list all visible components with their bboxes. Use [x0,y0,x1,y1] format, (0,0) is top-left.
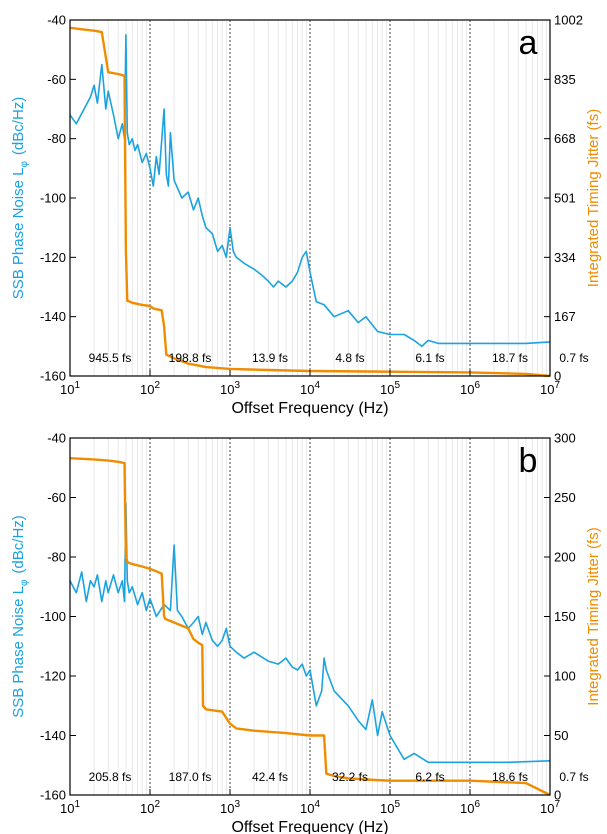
x-tick-label: 101 [60,799,80,816]
y-right-tick-label: 668 [554,131,576,146]
y-left-tick-label: -160 [40,788,66,803]
decade-jitter-label: 0.7 fs [559,351,588,365]
y-right-tick-label: 200 [554,550,576,565]
timing-jitter-line [69,26,551,378]
y-right-tick-label: 334 [554,250,576,265]
panel-a: 101 102 103 104 105 106 107 -160 -140 -120 -100 -80… [10,13,602,418]
x-tick-label: 103 [220,380,240,397]
panel-b: 101 102 103 104 105 106 107 -160 -140 -120 -100 -80… [10,431,602,834]
x-axis-label: Offset Frequency (Hz) [231,819,388,834]
y-left-tick-label: -160 [40,369,66,384]
decade-jitter-label: 0.7 fs [559,770,588,784]
y-right-tick-label: 300 [554,431,576,446]
panel-label: b [519,442,538,480]
decade-jitter-label: 205.8 fs [89,770,132,784]
minor-grid [93,20,547,376]
decade-jitter-label: 4.8 fs [335,351,364,365]
y-right-tick-label: 100 [554,669,576,684]
y-left-tick-label: -80 [47,131,66,146]
y-left-tick-label: -100 [40,191,66,206]
decade-jitter-label: 187.0 fs [169,770,212,784]
phase-noise-line [69,502,551,764]
x-tick-label: 107 [540,799,560,816]
y-right-axis-label: Integrated Timing Jitter (fs) [585,527,602,705]
y-right-tick-label: 501 [554,191,576,206]
decade-jitter-label: 13.9 fs [252,351,288,365]
y-right-axis-label: Integrated Timing Jitter (fs) [585,109,602,287]
y-right-tick-label: 0 [554,369,561,384]
y-right-tick-label: 0 [554,788,561,803]
x-tick-label: 105 [380,799,400,816]
y-left-tick-label: -80 [47,550,66,565]
x-axis-label: Offset Frequency (Hz) [231,400,388,417]
x-tick-label: 107 [540,380,560,397]
y-left-tick-label: -120 [40,250,66,265]
decade-jitter-label: 18.6 fs [492,770,528,784]
y-left-tick-label: -60 [47,72,66,87]
y-left-tick-label: -140 [40,728,66,743]
x-tick-label: 102 [140,799,160,816]
x-tick-label: 101 [60,380,80,397]
decade-jitter-label: 32.2 fs [332,770,368,784]
y-left-axis-label: SSB Phase Noise Lφ(dBc/Hz) [10,97,30,300]
x-tick-label: 106 [460,380,480,397]
panel-label: a [519,24,538,62]
x-tick-label: 102 [140,380,160,397]
x-tick-label: 103 [220,799,240,816]
decade-jitter-label: 198.8 fs [169,351,212,365]
y-right-tick-label: 1002 [554,13,583,28]
y-right-tick-label: 250 [554,490,576,505]
decade-jitter-label: 42.4 fs [252,770,288,784]
y-left-tick-label: -40 [47,13,66,28]
y-right-tick-label: 835 [554,72,576,87]
y-left-tick-label: -120 [40,669,66,684]
y-left-axis-label: SSB Phase Noise Lφ(dBc/Hz) [10,515,30,718]
x-tick-label: 104 [300,380,320,397]
decade-jitter-label: 6.2 fs [415,770,444,784]
decade-jitter-label: 18.7 fs [492,351,528,365]
y-left-tick-label: -100 [40,609,66,624]
y-left-tick-label: -60 [47,490,66,505]
y-right-tick-label: 167 [554,309,576,324]
x-tick-label: 105 [380,380,400,397]
decade-jitter-label: 945.5 fs [89,351,132,365]
y-left-tick-label: -40 [47,431,66,446]
y-right-tick-label: 150 [554,609,576,624]
y-left-tick-label: -140 [40,309,66,324]
decade-jitter-label: 6.1 fs [415,351,444,365]
x-tick-label: 106 [460,799,480,816]
timing-jitter-line [69,457,551,797]
minor-grid [93,438,547,795]
x-tick-label: 104 [300,799,320,816]
y-right-tick-label: 50 [554,728,568,743]
